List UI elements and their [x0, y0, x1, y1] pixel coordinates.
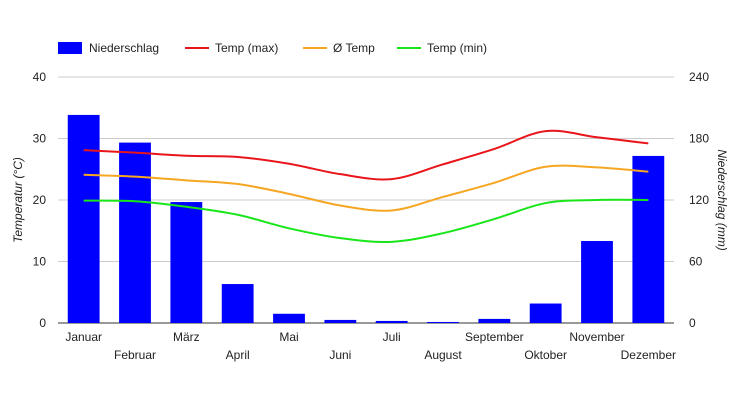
precipitation-bar	[632, 155, 665, 323]
x-tick-label: März	[173, 330, 200, 344]
x-tick-label: Februar	[114, 348, 156, 362]
precipitation-bars	[67, 114, 665, 323]
precipitation-bar	[119, 142, 151, 323]
precipitation-bar	[170, 202, 203, 323]
left-tick-label: 0	[39, 316, 46, 330]
x-tick-label: Januar	[65, 330, 102, 344]
gridlines	[58, 76, 674, 324]
x-tick-label: Oktober	[524, 348, 567, 362]
temperature-lines	[83, 129, 649, 243]
precipitation-bar	[375, 320, 408, 323]
x-tick-label: September	[465, 330, 524, 344]
x-tick-label: Dezember	[621, 348, 676, 362]
legend: Niederschlag Temp (max) Ø Temp Temp (min)	[58, 41, 487, 55]
precipitation-bar	[273, 313, 305, 323]
series-line	[83, 198, 649, 243]
left-tick-label: 30	[33, 132, 47, 146]
right-tick-label: 240	[689, 70, 709, 84]
right-axis-title: Niederschlag (mm)	[715, 149, 729, 250]
precipitation-bar	[529, 303, 562, 323]
left-tick-label: 10	[33, 255, 47, 269]
left-tick-label: 20	[33, 193, 47, 207]
x-tick-label: April	[226, 348, 250, 362]
x-tick-label: August	[424, 348, 462, 362]
x-tick-label: Juni	[329, 348, 351, 362]
precipitation-bar	[67, 114, 100, 323]
left-axis-labels: 0 10 20 30 40	[33, 70, 47, 330]
right-tick-label: 60	[689, 255, 703, 269]
x-tick-label: November	[569, 330, 624, 344]
right-tick-label: 120	[689, 193, 709, 207]
legend-label: Temp (max)	[215, 41, 278, 55]
right-tick-label: 0	[689, 316, 696, 330]
x-tick-label: Juli	[383, 330, 401, 344]
precipitation-bar	[221, 284, 254, 323]
legend-label: Temp (min)	[427, 41, 487, 55]
x-tick-label: Mai	[279, 330, 298, 344]
right-tick-label: 180	[689, 132, 709, 146]
precipitation-bar	[427, 321, 459, 323]
legend-swatch	[58, 42, 82, 54]
precipitation-bar	[581, 241, 613, 323]
precipitation-bar	[478, 318, 511, 323]
series-line	[83, 129, 649, 181]
legend-label: Ø Temp	[333, 41, 375, 55]
legend-label: Niederschlag	[89, 41, 159, 55]
left-tick-label: 40	[33, 70, 47, 84]
left-axis-title: Temperatur (°C)	[11, 157, 25, 243]
right-axis-labels: 0 60 120 180 240	[689, 70, 709, 330]
x-axis-labels: Januar Februar März April Mai Juni Juli AugustS…	[65, 330, 676, 362]
precipitation-bar	[324, 319, 357, 323]
series-line	[83, 164, 649, 212]
